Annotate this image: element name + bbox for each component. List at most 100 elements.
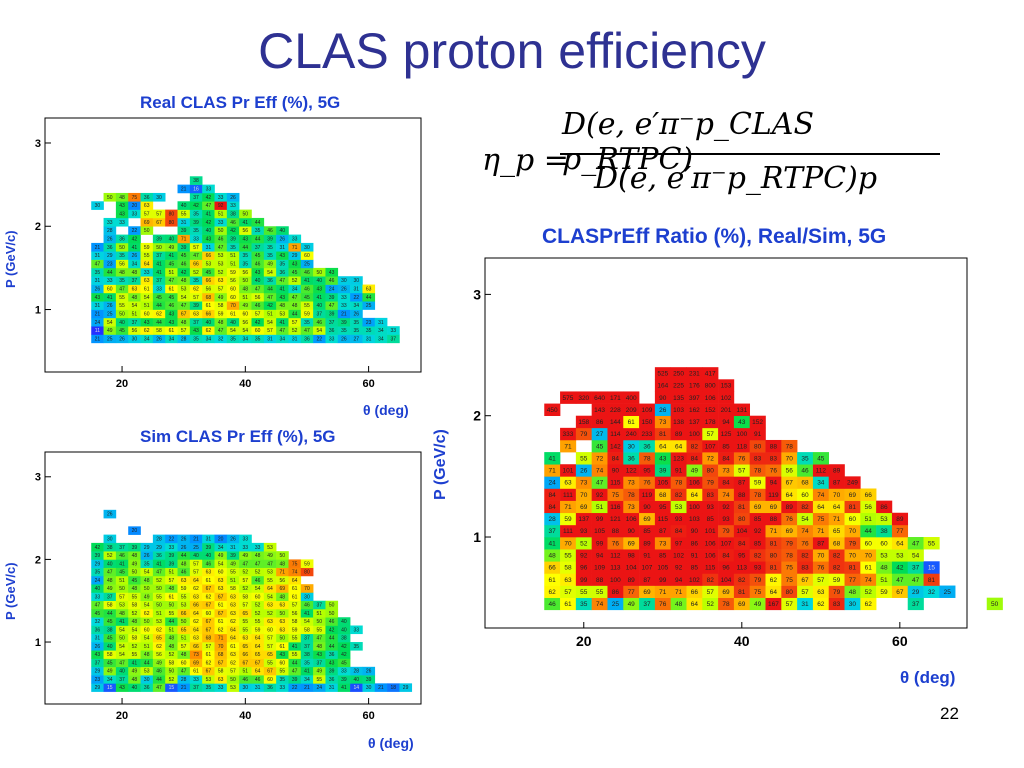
cell-label: 40: [95, 586, 101, 592]
cell-label: 84: [722, 552, 730, 559]
cell-label: 49: [628, 601, 636, 608]
cell-label: 57: [193, 245, 199, 251]
cell-label: 86: [691, 540, 699, 547]
cell-label: 56: [119, 261, 125, 267]
cell-label: 66: [206, 278, 212, 284]
heatmap-cell: [639, 512, 656, 526]
heatmap-cell: [239, 242, 252, 252]
heatmap-cell: [214, 259, 228, 269]
heatmap-cell: [263, 301, 277, 310]
cell-label: 92: [675, 565, 683, 572]
cell-label: 60: [255, 328, 261, 334]
heatmap-cell: [607, 476, 624, 489]
cell-label: 61: [206, 652, 212, 658]
cell-label: 73: [580, 480, 588, 487]
heatmap-cell: [702, 367, 719, 380]
heatmap-cell: [288, 608, 302, 618]
heatmap-cell: [226, 301, 240, 310]
heatmap-cell: [686, 391, 703, 404]
chart-title-sim: Sim CLAS Pr Eff (%), 5G: [140, 427, 336, 446]
heatmap-cell: [202, 226, 215, 235]
cell-label: 24: [95, 320, 101, 326]
heatmap-cell: [907, 573, 924, 586]
heatmap-cell: [575, 512, 592, 526]
cell-label: 45: [156, 295, 162, 301]
heatmap-cell: [103, 259, 117, 269]
cell-label: 33: [255, 545, 261, 551]
cell-label: 90: [612, 468, 620, 475]
heatmap-cell: [781, 597, 798, 611]
heatmap-cell: [288, 666, 302, 676]
heatmap-cell: [337, 683, 351, 692]
heatmap-cell: [828, 537, 845, 550]
cell-label: 162: [689, 407, 700, 414]
cell-label: 37: [132, 320, 138, 326]
cell-label: 56: [132, 328, 138, 334]
cell-label: 53: [144, 669, 150, 675]
heatmap-cell: [623, 391, 640, 404]
cell-label: 67: [206, 619, 212, 625]
cell-label: 61: [218, 619, 224, 625]
cell-label: 94: [675, 577, 683, 584]
cell-label: 44: [107, 611, 113, 617]
cell-label: 48: [181, 278, 187, 284]
cell-label: 47: [912, 577, 920, 584]
heatmap-cell: [797, 488, 814, 501]
cell-label: 63: [230, 594, 236, 600]
heatmap-cell: [828, 597, 845, 611]
cell-label: 90: [659, 395, 667, 402]
heatmap-cell: [177, 658, 191, 668]
cell-label: 80: [738, 516, 746, 523]
heatmap-cell: [300, 584, 314, 593]
heatmap-cell: [177, 284, 191, 294]
heatmap-cell: [654, 439, 671, 453]
cell-label: 36: [267, 685, 273, 691]
cell-label: 417: [705, 371, 716, 378]
cell-label: 35: [206, 685, 212, 691]
cell-label: 34: [169, 336, 175, 342]
heatmap-cell: [189, 675, 203, 684]
heatmap-cell: [288, 251, 302, 260]
cell-label: 64: [144, 261, 150, 267]
heatmap-cell: [202, 209, 215, 219]
cell-label: 18: [390, 685, 396, 691]
cell-label: 50: [243, 278, 249, 284]
heatmap-cell: [177, 301, 191, 310]
heatmap-cell: [350, 317, 363, 327]
cell-label: 21: [181, 685, 187, 691]
cell-label: 78: [754, 492, 762, 499]
heatmap-cell: [374, 334, 388, 344]
cell-label: 50: [119, 245, 125, 251]
cell-label: 104: [736, 528, 747, 535]
heatmap-cell: [313, 650, 326, 659]
cell-label: 58: [107, 603, 113, 609]
cell-label: 38: [880, 528, 888, 535]
cell-label: 58: [169, 660, 175, 666]
heatmap-cell: [544, 537, 561, 550]
heatmap-cell: [812, 549, 830, 562]
cell-label: 31: [801, 601, 809, 608]
heatmap-cell: [325, 309, 339, 319]
heatmap-cell: [607, 415, 624, 429]
heatmap-cell: [177, 625, 191, 635]
heatmap-cell: [251, 559, 265, 568]
heatmap-cell: [337, 617, 351, 626]
heatmap-cell: [251, 259, 265, 269]
heatmap-cell: [152, 284, 166, 294]
heatmap-cell: [103, 608, 117, 618]
heatmap-cell: [152, 301, 166, 310]
heatmap-cell: [214, 226, 228, 235]
heatmap-cell: [91, 658, 104, 668]
heatmap-cell: [226, 209, 240, 219]
heatmap-cell: [891, 573, 909, 586]
cell-label: 60: [255, 594, 261, 600]
cell-label: 35: [193, 212, 199, 218]
heatmap-cell: [189, 284, 203, 294]
cell-label: 74: [865, 577, 873, 584]
cell-label: 57: [292, 603, 298, 609]
heatmap-cell: [276, 633, 289, 643]
cell-label: 33: [341, 303, 347, 309]
cell-label: 46: [255, 303, 261, 309]
heatmap-cell: [288, 267, 302, 277]
heatmap-cell: [189, 201, 203, 210]
